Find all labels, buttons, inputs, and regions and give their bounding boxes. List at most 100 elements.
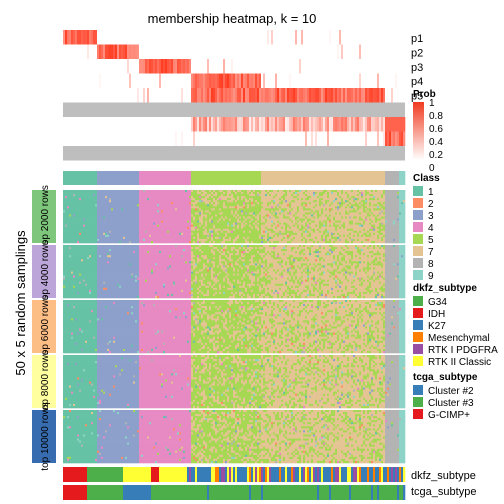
membership-cell: [271, 59, 274, 74]
membership-cell: [367, 131, 370, 146]
heatmap-cell: [273, 208, 276, 211]
class-cell: [277, 171, 280, 185]
membership-cell: [157, 117, 160, 132]
membership-cell: [277, 59, 280, 74]
heatmap-cell: [205, 202, 208, 205]
membership-cell: [225, 131, 228, 146]
heatmap-cell: [159, 210, 162, 213]
class-cell: [111, 171, 114, 185]
membership-cell: [395, 59, 398, 74]
membership-cell: [279, 73, 282, 88]
membership-cell: [359, 131, 362, 146]
heatmap-cell: [227, 214, 230, 217]
heatmap-cell: [369, 190, 372, 193]
heatmap-cell: [301, 218, 304, 221]
heatmap-cell: [261, 190, 264, 193]
heatmap-cell: [327, 200, 330, 203]
heatmap-cell: [307, 210, 310, 213]
membership-cell: [253, 73, 256, 88]
heatmap-cell: [223, 226, 226, 230]
heatmap-cell: [385, 214, 388, 217]
heatmap-cell: [285, 220, 288, 223]
membership-cell: [65, 59, 68, 74]
heatmap-cell: [87, 232, 90, 236]
heatmap-cell: [211, 220, 214, 223]
heatmap-cell: [221, 218, 224, 221]
heatmap-cell: [335, 192, 338, 195]
heatmap-cell: [241, 200, 244, 203]
membership-cell: [329, 131, 332, 146]
heatmap-cell: [251, 200, 254, 203]
membership-cell: [351, 73, 354, 88]
class-cell: [171, 171, 174, 185]
heatmap-cell: [77, 214, 80, 217]
membership-cell: [179, 117, 182, 132]
heatmap-cell: [323, 208, 326, 211]
membership-cell: [123, 44, 126, 59]
heatmap-cell: [115, 204, 118, 207]
class-cell: [265, 171, 268, 185]
heatmap-cell: [157, 194, 160, 197]
membership-cell: [87, 73, 90, 88]
membership-cell: [257, 73, 260, 88]
heatmap-cell: [193, 210, 196, 213]
class-cell: [131, 171, 134, 185]
heatmap-cell: [229, 216, 232, 219]
heatmap-cell: [109, 220, 112, 223]
membership-cell: [217, 88, 220, 103]
membership-cell: [151, 44, 154, 59]
heatmap-cell: [219, 206, 222, 209]
heatmap-cell: [175, 214, 178, 217]
heatmap-cell: [177, 206, 180, 209]
heatmap-cell: [403, 208, 406, 211]
membership-cell: [235, 88, 238, 103]
heatmap-cell: [185, 200, 188, 203]
membership-cell: [305, 117, 308, 132]
heatmap-cell: [333, 200, 336, 203]
heatmap-cell: [287, 212, 290, 215]
heatmap-cell: [221, 196, 224, 199]
heatmap-cell: [185, 210, 188, 213]
membership-cell: [231, 88, 234, 103]
membership-cell: [221, 30, 224, 45]
heatmap-cell: [247, 228, 250, 232]
heatmap-cell: [197, 204, 200, 207]
heatmap-cell: [247, 230, 250, 234]
heatmap-cell: [63, 192, 66, 195]
heatmap-cell: [275, 224, 278, 227]
heatmap-cell: [333, 198, 336, 201]
class-cell: [289, 171, 292, 185]
heatmap-cell: [249, 224, 252, 227]
heatmap-cell: [323, 206, 326, 209]
heatmap-cell: [285, 228, 288, 232]
membership-cell: [245, 44, 248, 59]
heatmap-cell: [317, 190, 320, 193]
heatmap-cell: [157, 190, 160, 193]
heatmap-cell: [113, 230, 116, 234]
heatmap-cell: [83, 204, 86, 207]
class-cell: [307, 171, 310, 185]
membership-cell: [355, 88, 358, 103]
heatmap-cell: [141, 204, 144, 207]
heatmap-cell: [175, 226, 178, 230]
membership-cell: [195, 73, 198, 88]
heatmap-cell: [217, 214, 220, 217]
heatmap-cell: [113, 220, 116, 223]
heatmap-cell: [163, 216, 166, 219]
heatmap-cell: [325, 210, 328, 213]
heatmap-cell: [165, 208, 168, 211]
heatmap-cell: [99, 232, 102, 236]
heatmap-cell: [387, 212, 390, 215]
heatmap-cell: [359, 228, 362, 232]
heatmap-cell: [71, 196, 74, 199]
membership-cell: [269, 88, 272, 103]
class-cell: [343, 171, 346, 185]
heatmap-cell: [395, 204, 398, 207]
membership-cell: [337, 44, 340, 59]
heatmap-cell: [167, 220, 170, 223]
heatmap-cell: [173, 230, 176, 234]
heatmap-cell: [199, 216, 202, 219]
heatmap-cell: [381, 194, 384, 197]
membership-cell: [69, 88, 72, 103]
heatmap-cell: [149, 210, 152, 213]
